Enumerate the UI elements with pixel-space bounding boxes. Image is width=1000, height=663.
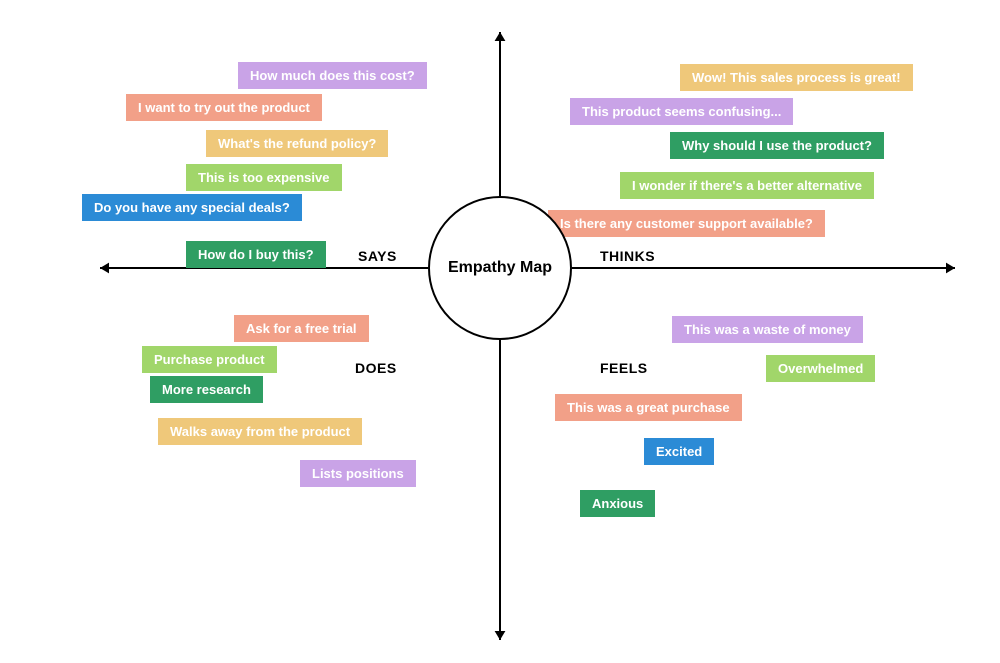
quadrant-label-does: DOES: [355, 360, 397, 376]
note-says: What's the refund policy?: [206, 130, 388, 157]
note-says: How do I buy this?: [186, 241, 326, 268]
quadrant-label-thinks: THINKS: [600, 248, 655, 264]
note-feels: This was a great purchase: [555, 394, 742, 421]
empathy-map-canvas: Empathy Map SAYS THINKS DOES FEELS How much…: [0, 0, 1000, 663]
note-thinks: Is there any customer support available?: [548, 210, 825, 237]
center-circle: Empathy Map: [428, 196, 572, 340]
note-thinks: Why should I use the product?: [670, 132, 884, 159]
note-does: Walks away from the product: [158, 418, 362, 445]
note-says: I want to try out the product: [126, 94, 322, 121]
note-thinks: This product seems confusing...: [570, 98, 793, 125]
note-does: More research: [150, 376, 263, 403]
note-says: This is too expensive: [186, 164, 342, 191]
note-says: Do you have any special deals?: [82, 194, 302, 221]
note-feels: Overwhelmed: [766, 355, 875, 382]
quadrant-label-feels: FEELS: [600, 360, 648, 376]
note-feels: Anxious: [580, 490, 655, 517]
note-does: Purchase product: [142, 346, 277, 373]
note-feels: Excited: [644, 438, 714, 465]
note-feels: This was a waste of money: [672, 316, 863, 343]
note-does: Ask for a free trial: [234, 315, 369, 342]
note-thinks: I wonder if there's a better alternative: [620, 172, 874, 199]
note-does: Lists positions: [300, 460, 416, 487]
note-says: How much does this cost?: [238, 62, 427, 89]
note-thinks: Wow! This sales process is great!: [680, 64, 913, 91]
center-label: Empathy Map: [448, 259, 552, 277]
quadrant-label-says: SAYS: [358, 248, 397, 264]
